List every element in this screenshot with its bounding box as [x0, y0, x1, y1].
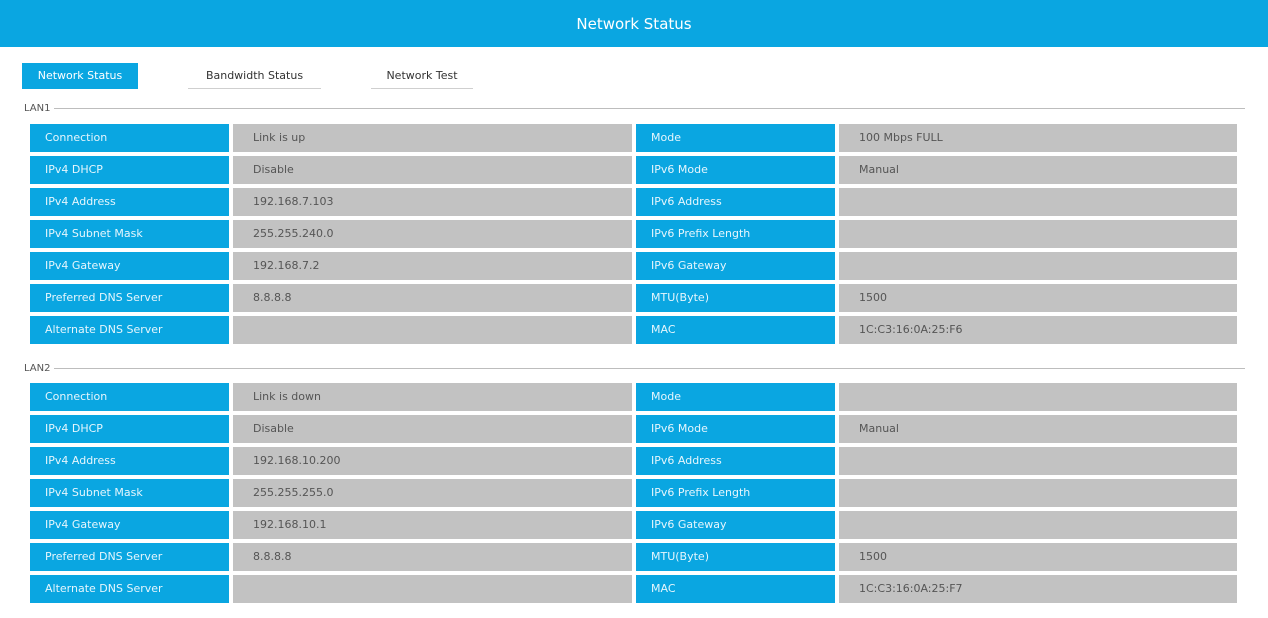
field-value: [839, 383, 1237, 411]
field-label: IPv4 Subnet Mask: [30, 220, 229, 248]
field-value: Manual: [839, 156, 1237, 184]
field-label: MTU(Byte): [636, 543, 835, 571]
field-label: IPv4 Gateway: [30, 252, 229, 280]
status-row: IPv4 DHCP Disable IPv6 Mode Manual: [30, 415, 1237, 443]
field-label: IPv6 Gateway: [636, 511, 835, 539]
status-row: Alternate DNS Server MAC 1C:C3:16:0A:25:F7: [30, 575, 1237, 603]
status-row: Connection Link is up Mode 100 Mbps FULL: [30, 124, 1237, 152]
section-title-lan2: LAN2: [24, 362, 51, 374]
page-header: Network Status: [0, 0, 1268, 47]
field-value: 100 Mbps FULL: [839, 124, 1237, 152]
field-value: 255.255.255.0: [233, 479, 632, 507]
field-value: 1500: [839, 284, 1237, 312]
status-row: Preferred DNS Server 8.8.8.8 MTU(Byte) 1500: [30, 284, 1237, 312]
section-header-lan1: LAN1: [24, 101, 1245, 115]
field-label: IPv6 Mode: [636, 156, 835, 184]
field-value: Manual: [839, 415, 1237, 443]
field-label: MAC: [636, 575, 835, 603]
field-value: [839, 479, 1237, 507]
status-row: IPv4 Gateway 192.168.7.2 IPv6 Gateway: [30, 252, 1237, 280]
field-label: Mode: [636, 383, 835, 411]
field-value: 1C:C3:16:0A:25:F7: [839, 575, 1237, 603]
tab-network-status[interactable]: Network Status: [22, 63, 138, 89]
status-row: IPv4 Address 192.168.7.103 IPv6 Address: [30, 188, 1237, 216]
status-row: IPv4 Subnet Mask 255.255.240.0 IPv6 Prefix…: [30, 220, 1237, 248]
field-label: IPv6 Prefix Length: [636, 220, 835, 248]
field-value: 192.168.10.200: [233, 447, 632, 475]
status-row: Preferred DNS Server 8.8.8.8 MTU(Byte) 1500: [30, 543, 1237, 571]
field-value: 192.168.7.103: [233, 188, 632, 216]
field-label: Connection: [30, 124, 229, 152]
status-row: Alternate DNS Server MAC 1C:C3:16:0A:25:F6: [30, 316, 1237, 344]
section-title-lan1: LAN1: [24, 102, 51, 114]
field-label: MAC: [636, 316, 835, 344]
field-value: [839, 220, 1237, 248]
field-label: IPv6 Mode: [636, 415, 835, 443]
field-label: IPv4 Subnet Mask: [30, 479, 229, 507]
field-value: 192.168.7.2: [233, 252, 632, 280]
field-value: [839, 188, 1237, 216]
field-value: Disable: [233, 156, 632, 184]
field-value: [839, 447, 1237, 475]
section-header-lan2: LAN2: [24, 361, 1245, 375]
field-label: IPv4 Gateway: [30, 511, 229, 539]
field-label: IPv4 Address: [30, 188, 229, 216]
status-row: Connection Link is down Mode: [30, 383, 1237, 411]
field-label: IPv6 Address: [636, 447, 835, 475]
page-title: Network Status: [576, 14, 692, 33]
field-label: IPv4 DHCP: [30, 156, 229, 184]
field-value: Disable: [233, 415, 632, 443]
field-label: IPv4 Address: [30, 447, 229, 475]
field-label: Alternate DNS Server: [30, 575, 229, 603]
field-value: 1C:C3:16:0A:25:F6: [839, 316, 1237, 344]
field-value: 192.168.10.1: [233, 511, 632, 539]
field-value: Link is down: [233, 383, 632, 411]
status-row: IPv4 Gateway 192.168.10.1 IPv6 Gateway: [30, 511, 1237, 539]
field-label: Mode: [636, 124, 835, 152]
field-value: [233, 316, 632, 344]
status-row: IPv4 Address 192.168.10.200 IPv6 Address: [30, 447, 1237, 475]
field-label: Preferred DNS Server: [30, 284, 229, 312]
field-label: IPv6 Address: [636, 188, 835, 216]
field-label: MTU(Byte): [636, 284, 835, 312]
field-value: 8.8.8.8: [233, 543, 632, 571]
field-value: Link is up: [233, 124, 632, 152]
field-value: [233, 575, 632, 603]
field-label: IPv6 Prefix Length: [636, 479, 835, 507]
field-label: IPv4 DHCP: [30, 415, 229, 443]
tab-network-test[interactable]: Network Test: [371, 63, 473, 89]
field-value: 1500: [839, 543, 1237, 571]
field-value: [839, 252, 1237, 280]
field-label: Connection: [30, 383, 229, 411]
field-label: IPv6 Gateway: [636, 252, 835, 280]
tab-bandwidth-status[interactable]: Bandwidth Status: [188, 63, 321, 89]
field-value: 255.255.240.0: [233, 220, 632, 248]
field-value: [839, 511, 1237, 539]
field-label: Alternate DNS Server: [30, 316, 229, 344]
divider: [54, 107, 1245, 109]
divider: [54, 367, 1245, 369]
status-row: IPv4 DHCP Disable IPv6 Mode Manual: [30, 156, 1237, 184]
status-row: IPv4 Subnet Mask 255.255.255.0 IPv6 Prefix…: [30, 479, 1237, 507]
field-value: 8.8.8.8: [233, 284, 632, 312]
field-label: Preferred DNS Server: [30, 543, 229, 571]
